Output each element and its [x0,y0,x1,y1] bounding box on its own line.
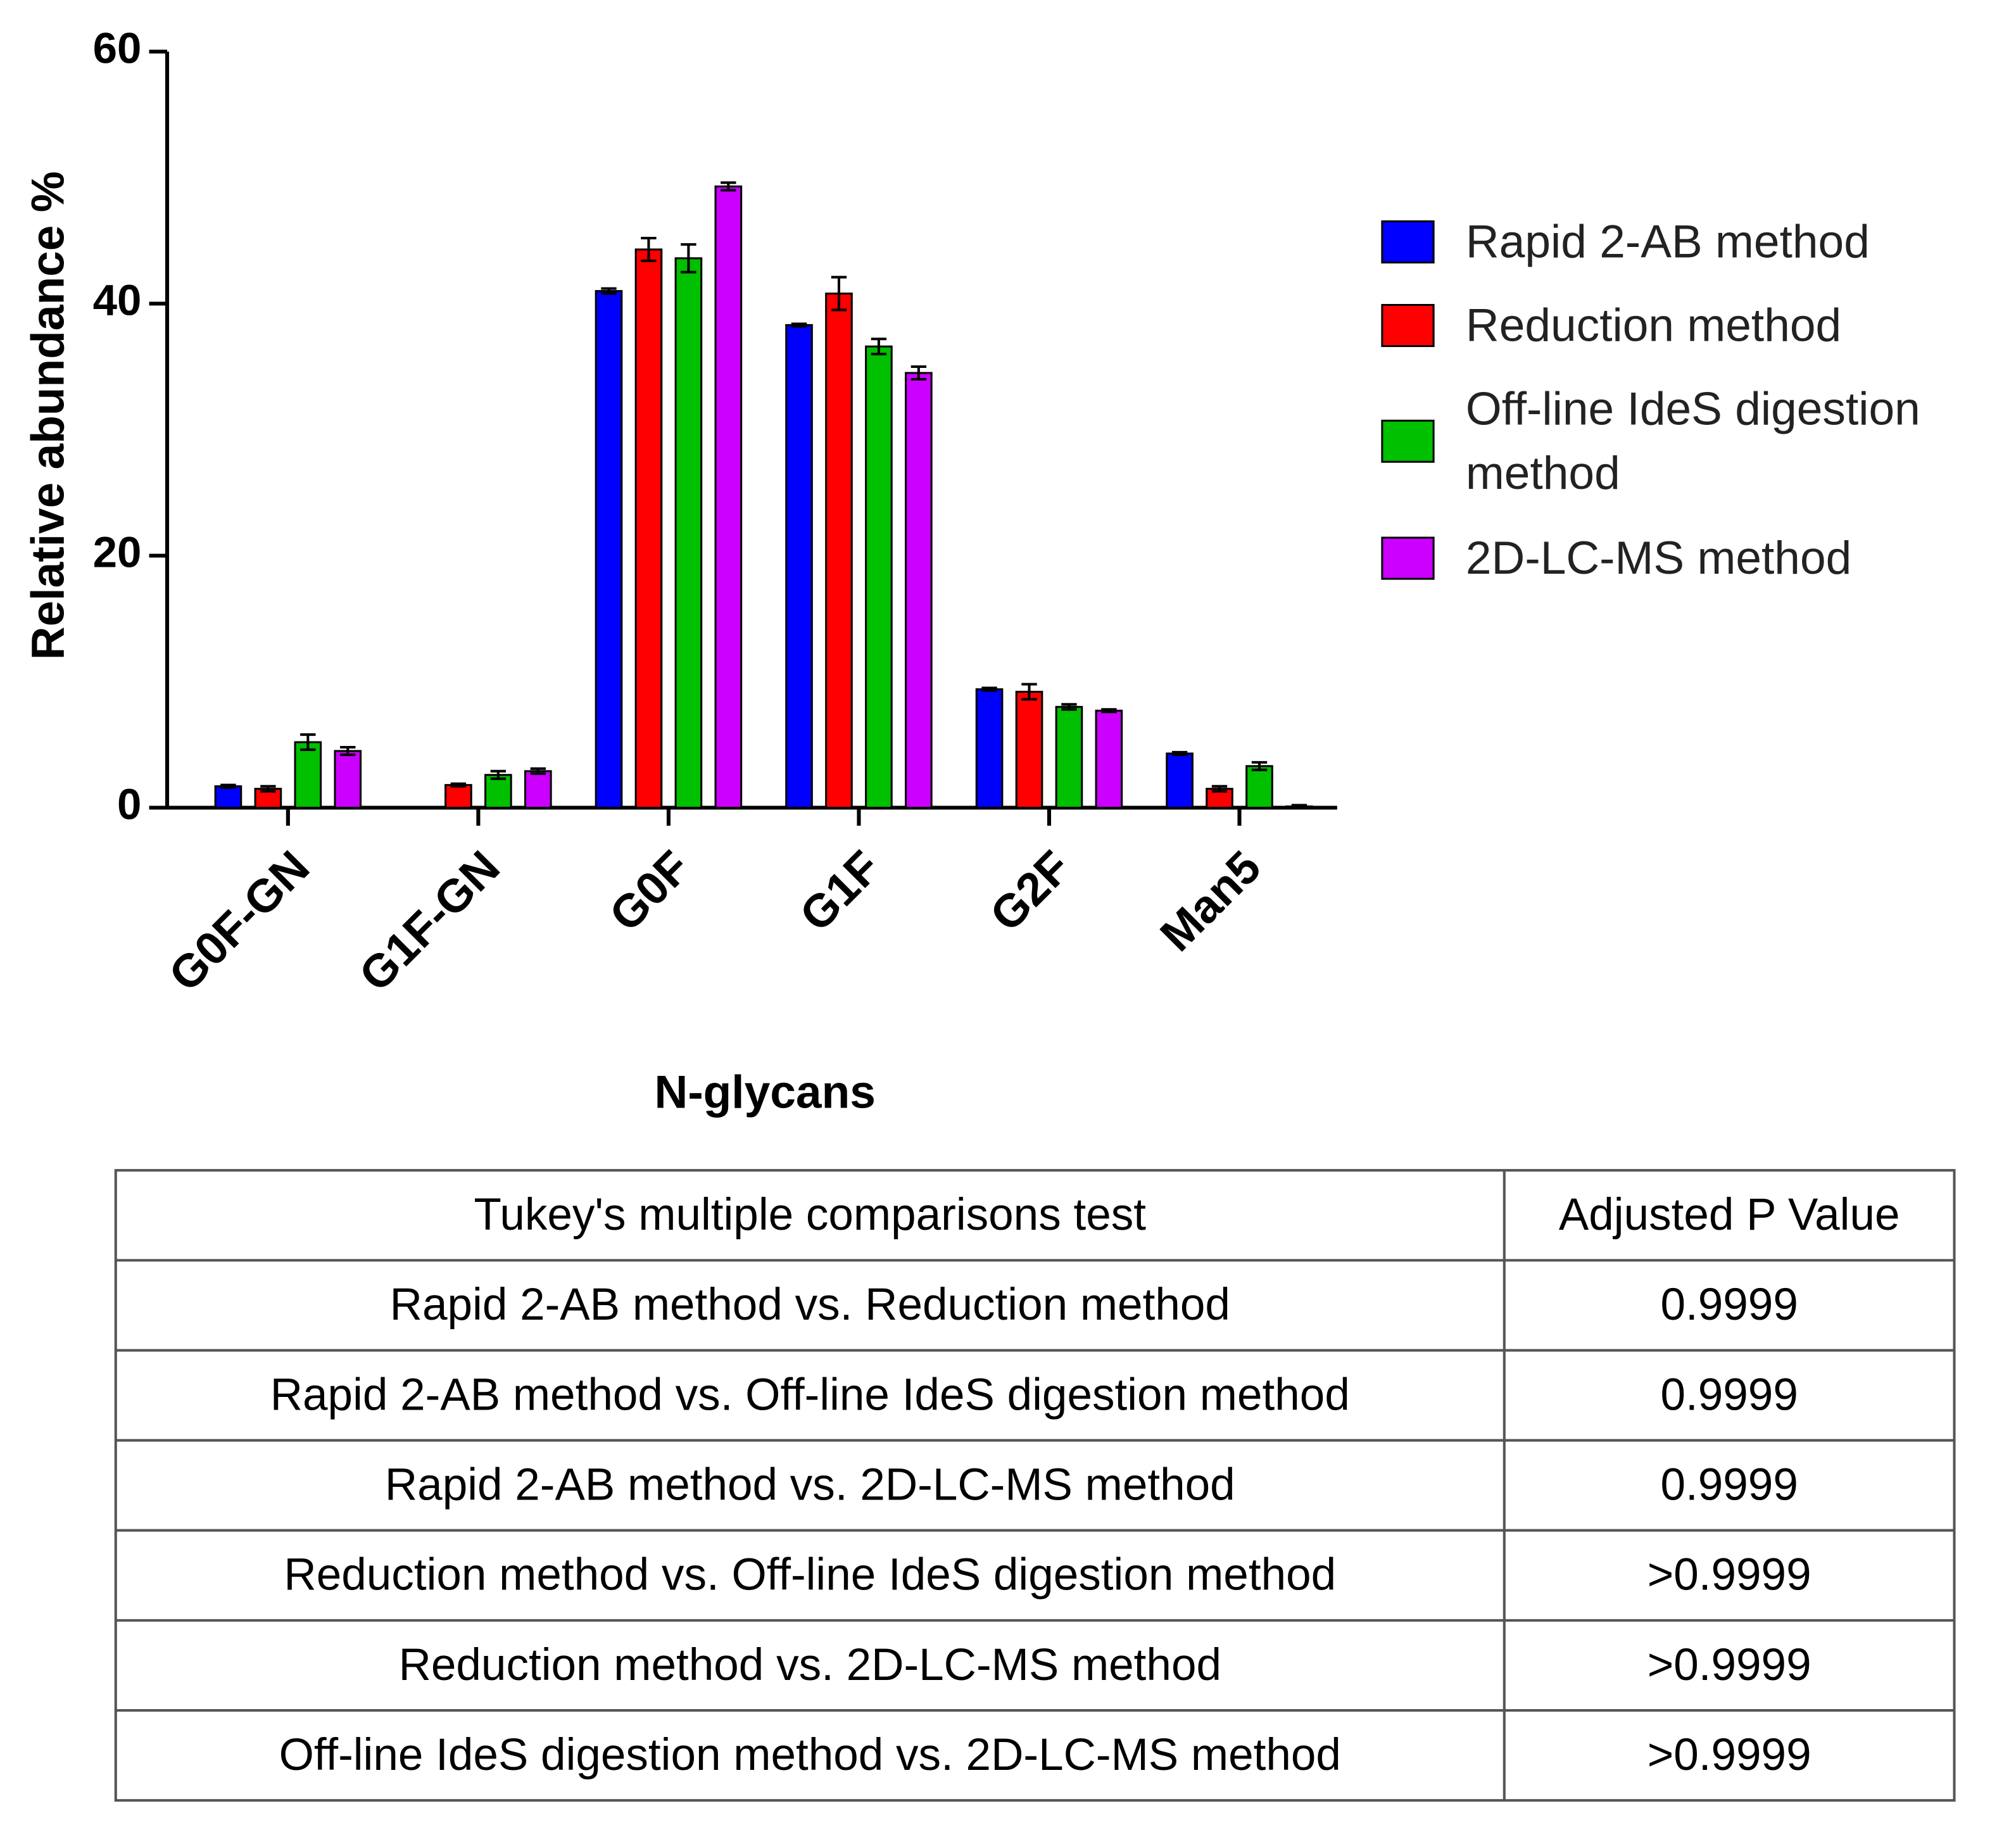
bar [1015,690,1043,809]
error-bar [1101,708,1117,714]
y-axis-title: Relative abundance % [23,171,74,660]
error-bar [490,769,507,780]
table-cell: >0.9999 [1647,1640,1811,1690]
error-bar [831,275,847,312]
error-bar [910,365,927,381]
y-tick-label: 20 [93,527,142,577]
table-cell: Reduction method vs. Off-line IdeS diges… [284,1550,1336,1600]
y-tick-label: 40 [93,275,142,325]
error-bar [681,243,696,274]
table-cell: 0.9999 [1660,1370,1798,1420]
error-bar [791,322,807,328]
table-cell: 0.9999 [1660,1460,1798,1510]
bar [484,774,512,809]
bar [214,785,243,809]
legend-label: 2D-LC-MS method [1465,531,1852,584]
bar [674,257,703,809]
x-tick-label: G1F-GN [350,841,510,1001]
bar [444,784,472,809]
y-tick-label: 60 [93,23,142,73]
x-tick-label: G0F-GN [160,841,320,1001]
bar [1166,752,1194,809]
table-header: Adjusted P Value [1559,1190,1900,1240]
legend-entry: Off-line IdeS digestion method [1465,382,1920,500]
error-bar [340,745,356,756]
table-cell: Rapid 2-AB method vs. Off-line IdeS dige… [270,1370,1350,1420]
bar [294,741,322,809]
error-bar [641,236,657,262]
bar [975,688,1004,809]
legend-label: Reduction method [1465,298,1842,351]
x-tick-label: G2F [981,841,1081,941]
bar [334,750,362,809]
bar [1055,705,1083,809]
bar [905,372,933,809]
legend-label: Rapid 2-AB method [1465,215,1870,268]
table-cell: >0.9999 [1647,1730,1811,1780]
legend-entry: 2D-LC-MS method [1465,531,1852,584]
x-axis-title: N-glycans [655,1067,876,1118]
legend-swatch [1381,304,1435,348]
legend-swatch [1381,536,1435,580]
bar [524,770,552,809]
table-cell: Off-line IdeS digestion method vs. 2D-LC… [279,1730,1341,1780]
bar [865,345,893,809]
x-tick-label: G0F [600,841,700,941]
error-bar [530,767,546,775]
error-bar [1061,703,1077,711]
table-border [114,1169,1956,1802]
error-bar [721,181,736,192]
error-bar [1171,750,1188,756]
error-bar [300,733,316,751]
error-bar [871,338,887,356]
error-bar [1251,761,1268,771]
y-tick-label: 0 [117,780,141,829]
legend-swatch [1381,419,1435,463]
legend-swatch [1381,220,1435,264]
error-bar [450,782,467,788]
legend-label: Off-line IdeS digestion method [1465,382,1920,500]
bar [785,324,813,809]
legend-entry: Rapid 2-AB method [1465,215,1870,268]
error-bar [220,783,236,789]
bar [825,293,853,809]
error-bar [601,287,617,295]
x-tick-label: Man5 [1150,841,1270,961]
error-bar [1211,785,1228,793]
table-header: Tukey's multiple comparisons test [474,1190,1147,1240]
legend-entry: Reduction method [1465,298,1842,351]
error-bar [260,785,276,793]
error-bar [1291,804,1307,809]
table-cell: Rapid 2-AB method vs. Reduction method [390,1280,1230,1330]
error-bar [1021,683,1037,701]
table-cell: Rapid 2-AB method vs. 2D-LC-MS method [385,1460,1235,1510]
table-cell: 0.9999 [1660,1280,1798,1330]
error-bar [981,686,997,692]
bar [634,248,663,809]
bar [1245,765,1273,809]
bar [595,290,623,809]
x-tick-label: G1F [790,841,890,941]
bar [714,185,743,809]
table-cell: >0.9999 [1647,1550,1811,1600]
table-cell: Reduction method vs. 2D-LC-MS method [399,1640,1221,1690]
bar [1095,709,1123,809]
